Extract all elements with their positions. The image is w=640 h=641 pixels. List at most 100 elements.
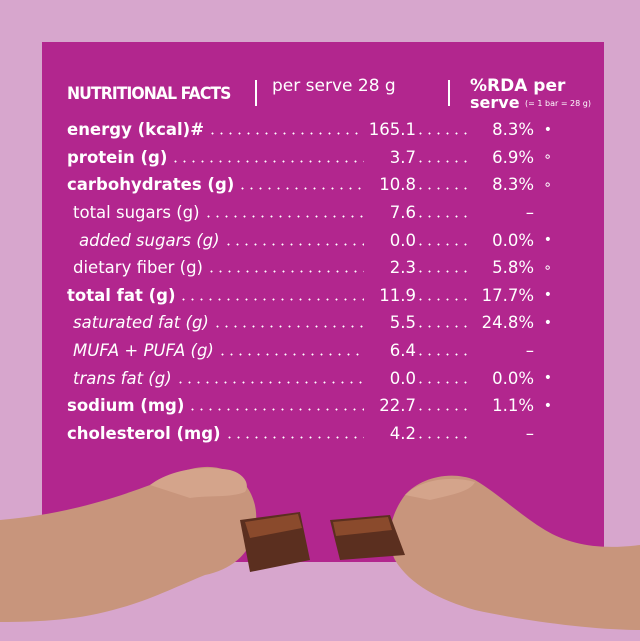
- dot-leader: [238, 187, 364, 191]
- dot-leader: [179, 297, 364, 301]
- rda-value: –: [525, 423, 534, 443]
- serve-value: 2.3: [389, 258, 416, 278]
- label-value: protein (g) 3.7: [67, 148, 416, 167]
- nutrient-label: MUFA + PUFA (g): [73, 341, 214, 361]
- dot-leader: [416, 353, 470, 357]
- label-value: MUFA + PUFA (g) 6.4: [67, 341, 416, 360]
- divider: [448, 80, 450, 106]
- nutrient-row: total fat (g) 11.9 17.7% •: [67, 282, 557, 310]
- rda-value: –: [525, 203, 534, 223]
- label-value: saturated fat (g) 5.5: [67, 313, 416, 332]
- rda-marker: ∘: [543, 259, 552, 276]
- panel: [42, 42, 604, 562]
- rda-value: –: [525, 341, 534, 361]
- nutrient-row: energy (kcal)# 165.1 8.3% •: [67, 116, 557, 144]
- nutrient-row: cholesterol (mg) 4.2 –: [67, 420, 557, 448]
- dot-leader: [416, 270, 470, 274]
- nutrient-label: added sugars (g): [79, 230, 220, 250]
- label-value: energy (kcal)# 165.1: [67, 120, 416, 139]
- serve-value: 165.1: [368, 120, 416, 140]
- serve-value: 3.7: [389, 147, 416, 167]
- rda-value: 8.3%: [492, 120, 534, 140]
- rda-marker: •: [543, 397, 552, 414]
- nutrient-row: total sugars (g) 7.6 –: [67, 199, 557, 227]
- serve-value: 5.5: [389, 313, 416, 333]
- nutrient-row: sodium (mg) 22.7 1.1% •: [67, 392, 557, 420]
- rda-marker: •: [543, 121, 552, 138]
- nutrient-row: saturated fat (g) 5.5 24.8% •: [67, 309, 557, 337]
- rda-value: 0.0%: [492, 368, 534, 388]
- rda-value: 1.1%: [492, 396, 534, 416]
- label-value: added sugars (g) 0.0: [67, 231, 416, 250]
- dot-leader: [416, 215, 470, 219]
- dot-leader: [416, 325, 470, 329]
- rda-value: 8.3%: [492, 175, 534, 195]
- rda-marker: •: [543, 314, 552, 331]
- dot-leader: [416, 435, 470, 439]
- nutrition-table: energy (kcal)# 165.1 8.3% • protein (g) 3.7 6.…: [67, 116, 557, 447]
- rda-marker: •: [543, 370, 552, 387]
- label-value: carbohydrates (g) 10.8: [67, 175, 416, 194]
- serve-value: 10.8: [379, 175, 416, 195]
- nutrient-label: cholesterol (mg): [67, 423, 221, 443]
- nutrient-row: carbohydrates (g) 10.8 8.3% ∘: [67, 171, 557, 199]
- nutrient-label: dietary fiber (g): [73, 258, 203, 278]
- dot-leader: [217, 353, 364, 357]
- rda-header: %RDA per: [470, 76, 566, 96]
- nutrient-label: total sugars (g): [73, 203, 200, 223]
- serve-value: 0.0: [389, 368, 416, 388]
- nutrient-row: dietary fiber (g) 2.3 5.8% ∘: [67, 254, 557, 282]
- dot-leader: [208, 132, 364, 136]
- dot-leader: [416, 159, 470, 163]
- label-value: sodium (mg) 22.7: [67, 396, 416, 415]
- serve-value: 22.7: [379, 396, 416, 416]
- nutrient-label: saturated fat (g): [73, 313, 209, 333]
- serve-value: 0.0: [389, 230, 416, 250]
- rda-serve: serve: [470, 93, 520, 112]
- nutrient-row: protein (g) 3.7 6.9% ∘: [67, 144, 557, 172]
- nutrient-row: trans fat (g) 0.0 0.0% •: [67, 364, 557, 392]
- serve-value: 6.4: [389, 341, 416, 361]
- rda-value: 6.9%: [492, 147, 534, 167]
- label-value: cholesterol (mg) 4.2: [67, 424, 416, 443]
- dot-leader: [416, 380, 470, 384]
- dot-leader: [416, 408, 470, 412]
- dot-leader: [416, 187, 470, 191]
- nutrient-row: added sugars (g) 0.0 0.0% •: [67, 226, 557, 254]
- nutrient-label: energy (kcal)#: [67, 120, 205, 140]
- rda-value: 17.7%: [481, 285, 534, 305]
- rda-value: 5.8%: [492, 258, 534, 278]
- dot-leader: [416, 242, 470, 246]
- dot-leader: [175, 380, 364, 384]
- label-value: total sugars (g) 7.6: [67, 203, 416, 222]
- label-value: dietary fiber (g) 2.3: [67, 258, 416, 277]
- nutrient-label: carbohydrates (g): [67, 175, 235, 195]
- rda-marker: •: [543, 232, 552, 249]
- per-serve-header: per serve 28 g: [272, 76, 396, 96]
- nutrient-row: MUFA + PUFA (g) 6.4 –: [67, 337, 557, 365]
- rda-value: 24.8%: [481, 313, 534, 333]
- serve-value: 7.6: [389, 203, 416, 223]
- label-value: trans fat (g) 0.0: [67, 369, 416, 388]
- serve-value: 11.9: [379, 285, 416, 305]
- dot-leader: [416, 132, 470, 136]
- rda-note: (= 1 bar = 28 g): [525, 99, 591, 108]
- nutrient-label: trans fat (g): [73, 368, 172, 388]
- dot-leader: [206, 270, 364, 274]
- dot-leader: [171, 159, 364, 163]
- label-value: total fat (g) 11.9: [67, 286, 416, 305]
- dot-leader: [188, 408, 364, 412]
- rda-marker: •: [543, 287, 552, 304]
- rda-marker: ∘: [543, 149, 552, 166]
- dot-leader: [212, 325, 364, 329]
- dot-leader: [224, 435, 364, 439]
- nutrient-label: total fat (g): [67, 285, 176, 305]
- nutrient-label: sodium (mg): [67, 396, 185, 416]
- dot-leader: [416, 297, 470, 301]
- serve-value: 4.2: [389, 423, 416, 443]
- nutrient-label: protein (g): [67, 147, 168, 167]
- divider: [255, 80, 257, 106]
- rda-marker: ∘: [543, 176, 552, 193]
